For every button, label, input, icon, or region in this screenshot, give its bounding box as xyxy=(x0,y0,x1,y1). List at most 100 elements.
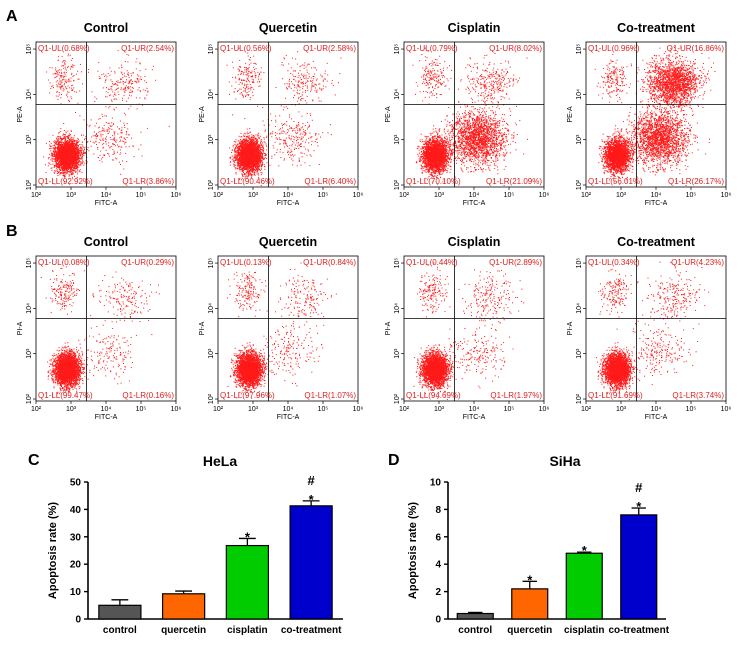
flow-plot-title: Cisplatin xyxy=(448,235,501,249)
y-tick-label: 10³ xyxy=(576,134,583,145)
quadrant-label-lr: Q1-LR(21.09%) xyxy=(486,177,542,186)
y-tick-label: 10² xyxy=(208,393,215,404)
bar-chart-title: SiHa xyxy=(549,453,580,469)
x-tick-label: 10⁴ xyxy=(469,406,480,413)
y-axis-label: PI-A xyxy=(567,321,574,335)
quadrant-label-ur: Q1-UR(2.54%) xyxy=(121,44,174,53)
quadrant-label-lr: Q1-LR(6.40%) xyxy=(304,177,356,186)
x-tick-label: 10⁶ xyxy=(721,192,732,199)
quadrant-label-ll: Q1-LL(91.69%) xyxy=(588,391,643,400)
y-axis-label: PE-A xyxy=(385,106,392,123)
flow-plot-frame xyxy=(217,255,359,402)
x-tick-label: 10³ xyxy=(248,406,259,413)
flow-plot-a-3: Co-treatment Q1-UL(0.96%) Q1-UR(16.86%) Q1-… xyxy=(567,21,731,207)
bar-category-label: cisplatin xyxy=(564,625,605,636)
flow-plot-title: Quercetin xyxy=(259,21,317,35)
x-tick-label: 10⁶ xyxy=(171,192,182,199)
flow-plot-title: Co-treatment xyxy=(617,235,696,249)
x-tick-label: 10⁵ xyxy=(318,406,329,413)
x-tick-label: 10² xyxy=(213,192,224,199)
y-tick-label: 10³ xyxy=(208,348,215,359)
x-tick-label: 10⁴ xyxy=(469,192,480,199)
bar-y-tick-label: 50 xyxy=(70,478,82,489)
significance-hash: # xyxy=(635,480,643,495)
flow-scatter-dots xyxy=(412,47,528,186)
quadrant-label-ur: Q1-UR(0.29%) xyxy=(121,258,174,267)
x-tick-label: 10⁵ xyxy=(318,192,329,199)
significance-star: * xyxy=(309,492,315,507)
quadrant-label-lr: Q1-LR(1.07%) xyxy=(304,391,356,400)
x-tick-label: 10² xyxy=(31,192,42,199)
quadrant-label-ll: Q1-LL(56.01%) xyxy=(588,177,643,186)
significance-star: * xyxy=(636,499,642,514)
flow-plot-a-1: Quercetin Q1-UL(0.56%) Q1-UR(2.58%) Q1-LL(9… xyxy=(199,21,363,207)
flow-plot-title: Quercetin xyxy=(259,235,317,249)
bar-y-tick-label: 0 xyxy=(75,615,81,626)
bar-category-label: quercetin xyxy=(507,625,552,636)
x-axis-label: FITC-A xyxy=(463,200,486,207)
quadrant-label-ur: Q1-UR(4.23%) xyxy=(671,258,724,267)
x-tick-label: 10⁵ xyxy=(686,406,697,413)
y-tick-label: 10² xyxy=(26,393,33,404)
x-tick-label: 10³ xyxy=(616,192,627,199)
flow-plot-title: Control xyxy=(84,21,128,35)
quadrant-label-ur: Q1-UR(2.58%) xyxy=(303,44,356,53)
bar-category-label: quercetin xyxy=(161,625,206,636)
x-tick-label: 10⁶ xyxy=(539,192,550,199)
bar-y-tick-label: 8 xyxy=(435,505,441,516)
bar-y-tick-label: 0 xyxy=(435,615,441,626)
quadrant-label-ll: Q1-LL(92.92%) xyxy=(38,177,93,186)
bar-control xyxy=(456,612,494,620)
y-tick-label: 10⁴ xyxy=(26,89,33,100)
flow-scatter-dots xyxy=(595,261,710,400)
x-axis-label: FITC-A xyxy=(463,414,486,421)
x-tick-label: 10² xyxy=(581,406,592,413)
bar-y-tick-label: 4 xyxy=(435,560,441,571)
y-tick-label: 10⁵ xyxy=(208,44,215,55)
x-axis-label: FITC-A xyxy=(645,200,668,207)
x-tick-label: 10⁵ xyxy=(504,406,515,413)
x-axis-label: FITC-A xyxy=(277,200,300,207)
flow-plot-title: Cisplatin xyxy=(448,21,501,35)
x-axis-label: FITC-A xyxy=(95,414,118,421)
panel-letter-c: C xyxy=(28,452,40,469)
x-tick-label: 10³ xyxy=(616,406,627,413)
x-tick-label: 10³ xyxy=(434,192,445,199)
y-axis-label: PE-A xyxy=(199,106,206,123)
y-tick-label: 10⁵ xyxy=(576,44,583,55)
x-tick-label: 10⁵ xyxy=(504,192,515,199)
y-tick-label: 10³ xyxy=(394,348,401,359)
significance-hash: # xyxy=(308,473,316,488)
quadrant-label-ul: Q1-UL(0.96%) xyxy=(588,44,640,53)
y-tick-label: 10² xyxy=(208,179,215,190)
quadrant-label-lr: Q1-LR(1.97%) xyxy=(490,391,542,400)
x-tick-label: 10² xyxy=(213,406,224,413)
y-tick-label: 10⁴ xyxy=(576,89,583,100)
y-tick-label: 10² xyxy=(394,393,401,404)
y-tick-label: 10³ xyxy=(394,134,401,145)
flow-scatter-dots xyxy=(227,262,337,399)
x-tick-label: 10² xyxy=(31,406,42,413)
significance-star: * xyxy=(245,529,251,544)
flow-scatter-dots xyxy=(413,262,525,400)
panel-letter-b: B xyxy=(6,223,18,240)
x-tick-label: 10² xyxy=(399,192,410,199)
quadrant-label-lr: Q1-LR(3.86%) xyxy=(122,177,174,186)
flow-plot-b-0: Control Q1-UL(0.08%) Q1-UR(0.29%) Q1-LL(99.… xyxy=(17,235,181,421)
flow-plot-b-3: Co-treatment Q1-UL(0.34%) Q1-UR(4.23%) Q1-L… xyxy=(567,235,731,421)
bar-y-axis-label: Apoptosis rate (%) xyxy=(407,502,419,600)
flow-scatter-dots xyxy=(43,50,170,185)
x-tick-label: 10⁵ xyxy=(136,192,147,199)
flow-scatter-dots xyxy=(226,47,342,186)
x-tick-label: 10⁵ xyxy=(686,192,697,199)
quadrant-label-ll: Q1-LL(94.69%) xyxy=(406,391,461,400)
bar-category-label: cisplatin xyxy=(227,625,268,636)
y-tick-label: 10⁴ xyxy=(208,303,215,314)
y-tick-label: 10⁴ xyxy=(26,303,33,314)
x-tick-label: 10⁶ xyxy=(353,192,364,199)
x-axis-label: FITC-A xyxy=(95,200,118,207)
x-tick-label: 10² xyxy=(581,192,592,199)
y-axis-label: PI-A xyxy=(17,321,24,335)
y-tick-label: 10⁵ xyxy=(576,258,583,269)
